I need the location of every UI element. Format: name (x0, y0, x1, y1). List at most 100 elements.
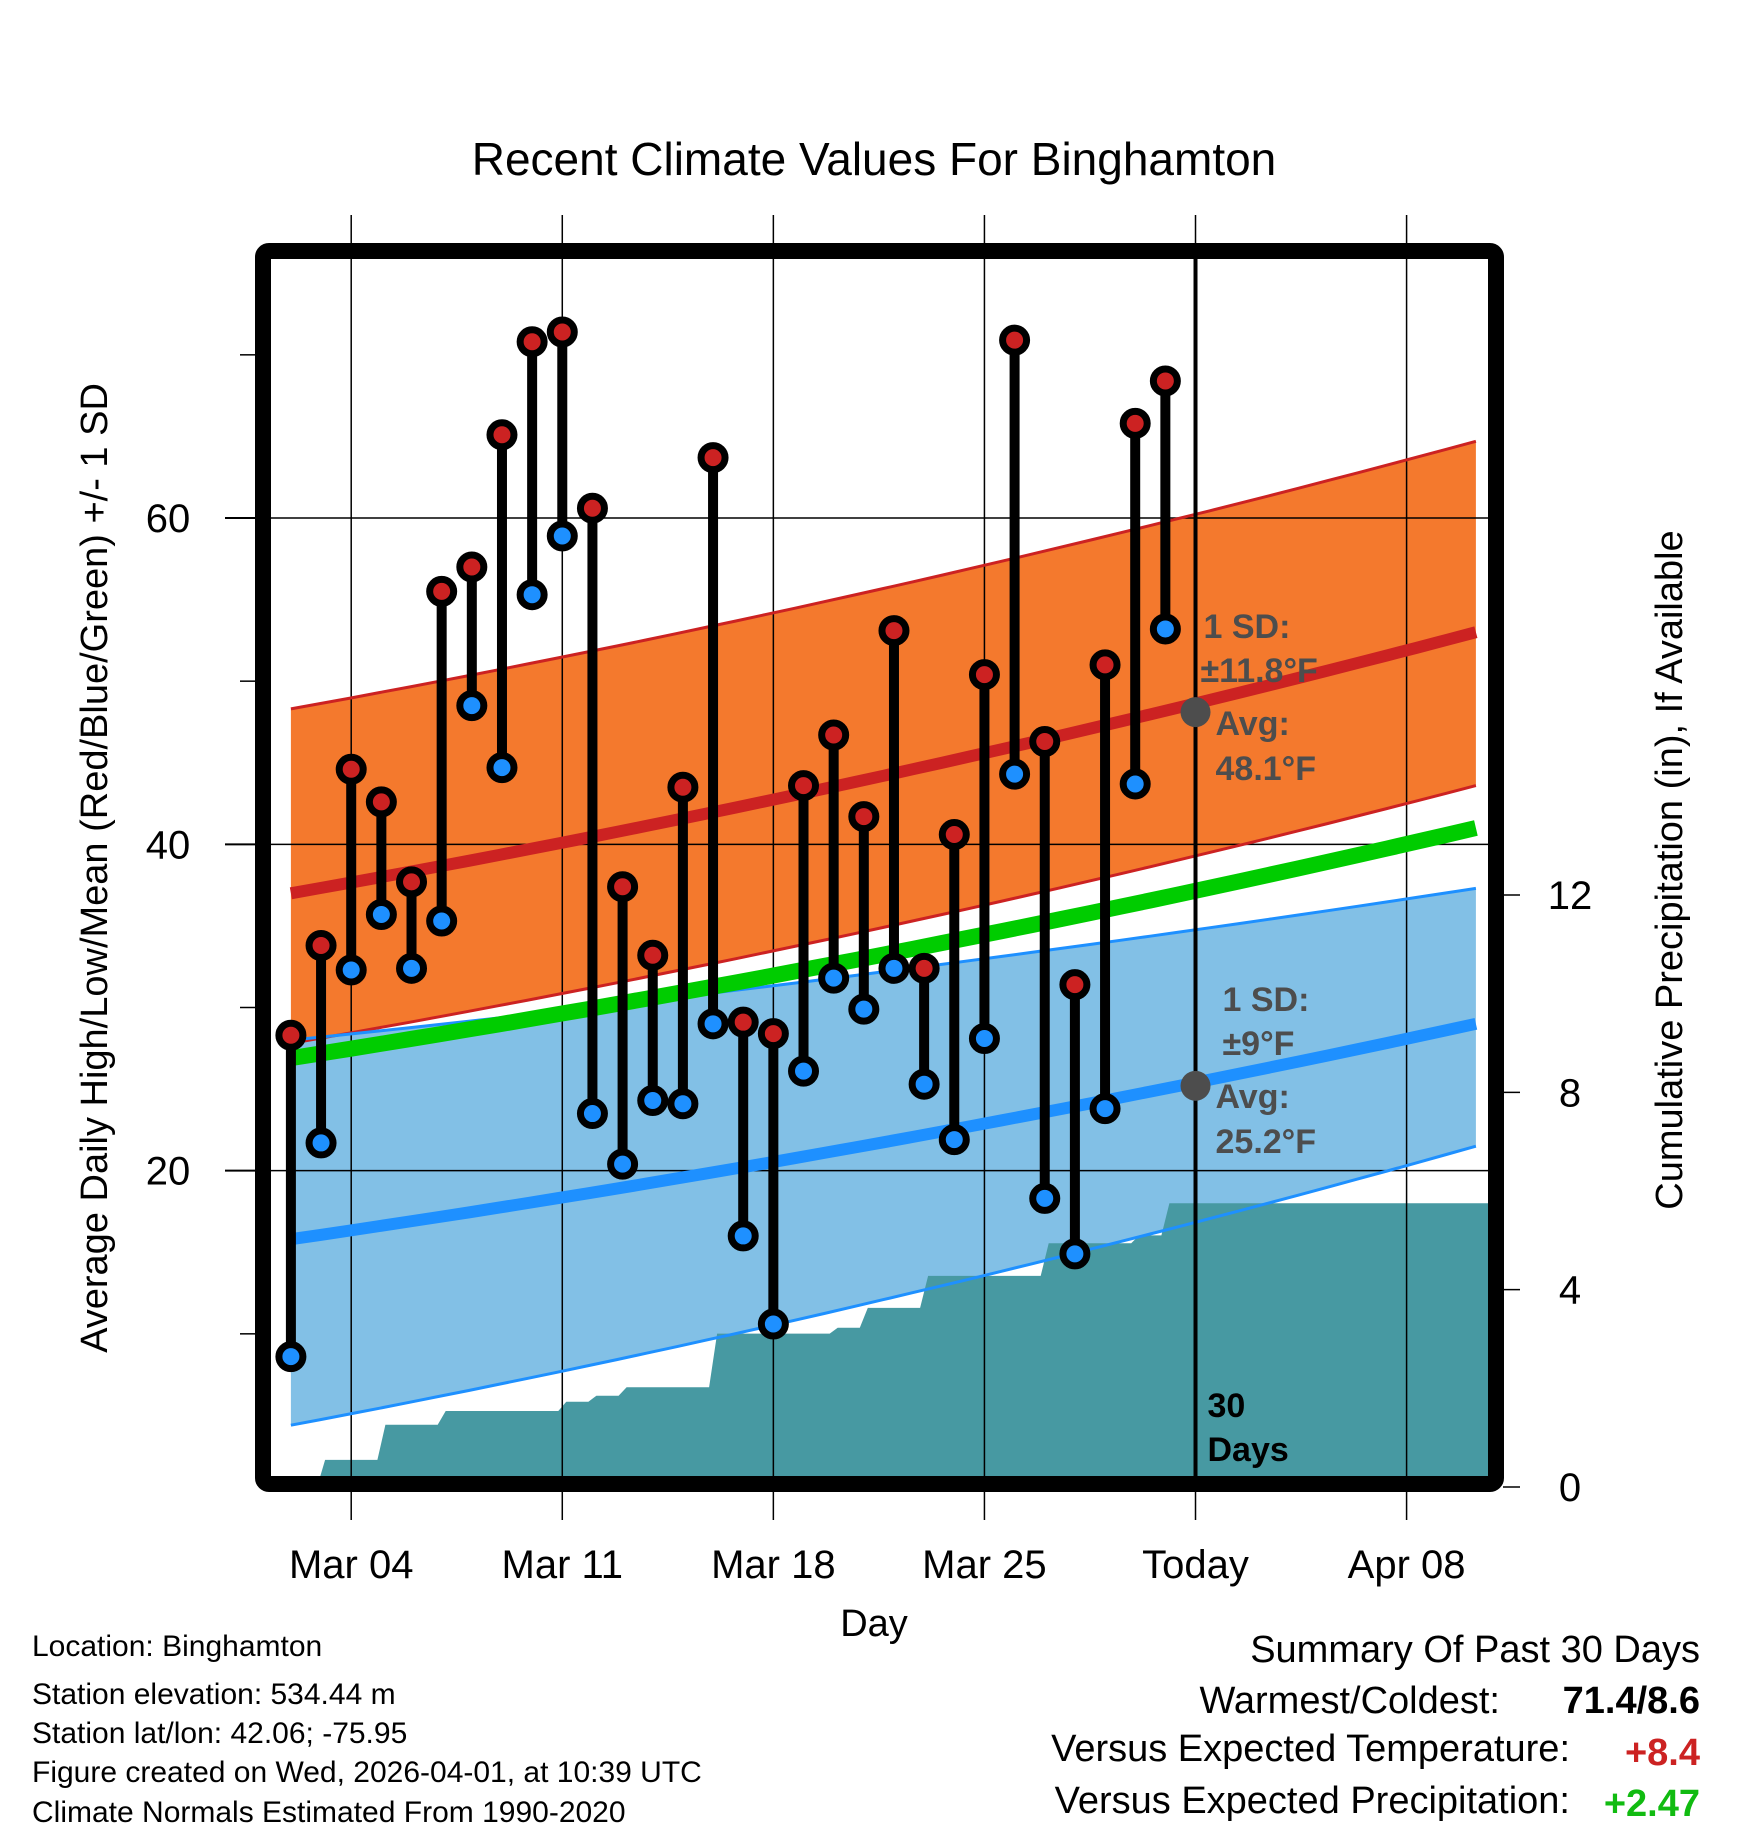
summary-warmest-coldest-label: Warmest/Coldest: (1199, 1680, 1500, 1722)
high-sd-label: 1 SD: (1204, 608, 1291, 646)
low-point (637, 1085, 669, 1117)
daily-range-mar-13 (607, 871, 639, 1180)
low-point (576, 1098, 608, 1130)
high-point (546, 316, 578, 348)
high-point (818, 719, 850, 751)
daily-range-mar-15 (667, 771, 699, 1120)
low-point (848, 993, 880, 1025)
low-point (1089, 1093, 1121, 1125)
high-point (1089, 649, 1121, 681)
high-point (667, 771, 699, 803)
daily-range-mar-04 (335, 753, 367, 986)
low-point (456, 690, 488, 722)
axis-labels: Mar 04 Mar 11 Mar 18 Mar 25 Today Apr 0820406… (146, 497, 1593, 1587)
low-point (878, 952, 910, 984)
daily-range-mar-02 (275, 1019, 307, 1373)
high-point (456, 551, 488, 583)
footer-latlon: Station lat/lon: 42.06; -75.95 (32, 1717, 407, 1750)
low-point (667, 1088, 699, 1120)
daily-range-mar-18 (757, 1018, 789, 1340)
today-annotations: 1 SD: ±11.8°F Avg: 48.1°F 1 SD: ±9°F Avg: 25.2°… (1180, 608, 1318, 1161)
low-point (908, 1068, 940, 1100)
y2-tick-label: 4 (1559, 1269, 1581, 1313)
daily-range-mar-07 (426, 575, 458, 937)
low-point (1149, 613, 1181, 645)
daily-range-mar-08 (456, 551, 488, 722)
high-point (727, 1006, 759, 1038)
y2-axis-title: Cumulative Precipitation (in), If Availa… (1649, 530, 1691, 1209)
footer-created: Figure created on Wed, 2026-04-01, at 10… (32, 1756, 702, 1789)
plot-frame (255, 243, 1504, 1492)
daily-range-mar-12 (576, 492, 608, 1130)
x-tick-label: Today (1142, 1543, 1249, 1587)
low-point (607, 1148, 639, 1180)
high-point (878, 615, 910, 647)
y2-tick-label: 0 (1559, 1466, 1581, 1510)
daily-range-mar-22 (878, 615, 910, 984)
daily-range-mar-17 (727, 1006, 759, 1252)
daily-range-mar-05 (365, 786, 397, 930)
low-point (757, 1308, 789, 1340)
high-point (365, 786, 397, 818)
daily-range-mar-28 (1059, 969, 1091, 1270)
high-point (999, 324, 1031, 356)
high-point (788, 770, 820, 802)
daily-range-bars (275, 316, 1181, 1373)
high-point (848, 801, 880, 833)
normal-low-line (290, 1017, 1478, 1246)
daily-range-mar-27 (1029, 726, 1061, 1214)
high-avg-label: Avg: (1216, 705, 1290, 743)
low-point (1119, 768, 1151, 800)
high-sd-band (290, 441, 1476, 1044)
high-point (305, 929, 337, 961)
high-point (938, 819, 970, 851)
low-point (818, 962, 850, 994)
daily-range-mar-16 (697, 442, 729, 1040)
high-sd-value: ±11.8°F (1201, 652, 1318, 690)
low-point (396, 952, 428, 984)
low-point (697, 1008, 729, 1040)
daily-range-mar-29 (1089, 649, 1121, 1125)
high-point (516, 326, 548, 358)
low-point (727, 1220, 759, 1252)
summary-precip-label: Versus Expected Precipitation: (1055, 1780, 1570, 1822)
high-point (637, 939, 669, 971)
high-point (908, 952, 940, 984)
chart-title: Recent Climate Values For Binghamton (472, 133, 1277, 185)
summary-title: Summary Of Past 30 Days (1250, 1629, 1700, 1671)
high-point (607, 871, 639, 903)
low-point (1059, 1238, 1091, 1270)
daily-range-mar-21 (848, 801, 880, 1025)
high-point (275, 1019, 307, 1051)
high-point (697, 442, 729, 474)
summary-warmest-coldest-value: 71.4/8.6 (1563, 1680, 1700, 1722)
daily-range-mar-24 (938, 819, 970, 1156)
low-point (426, 905, 458, 937)
x-tick-label: Mar 25 (922, 1543, 1047, 1587)
high-point (486, 419, 518, 451)
today-days-label: Days (1208, 1431, 1289, 1469)
high-point (968, 659, 1000, 691)
footer-elevation: Station elevation: 534.44 m (32, 1678, 396, 1711)
footer-location: Location: Binghamton (32, 1630, 322, 1663)
low-point (1029, 1182, 1061, 1214)
plot-area: 30 Days 1 SD: ±11.8°F Avg: 48.1°F 1 SD: ±9°F Av… (271, 259, 1488, 1476)
daily-range-mar-30 (1119, 407, 1151, 800)
high-point (576, 492, 608, 524)
low-point (335, 954, 367, 986)
footer-info: Location: Binghamton Station elevation: … (32, 1630, 702, 1828)
high-point (335, 753, 367, 785)
x-tick-label: Mar 18 (711, 1543, 836, 1587)
high-minus-sd-line (290, 784, 1477, 1045)
high-point (396, 866, 428, 898)
normal-bands (290, 441, 1476, 1426)
low-point (275, 1341, 307, 1373)
low-point (365, 898, 397, 930)
high-point (1119, 407, 1151, 439)
high-plus-sd-line (290, 439, 1477, 711)
low-minus-sd-line (290, 1144, 1477, 1427)
x-axis-title: Day (840, 1603, 908, 1645)
low-avg-label: Avg: (1216, 1078, 1290, 1116)
precip-area (280, 1203, 1488, 1476)
normal-mean-line (289, 820, 1478, 1067)
